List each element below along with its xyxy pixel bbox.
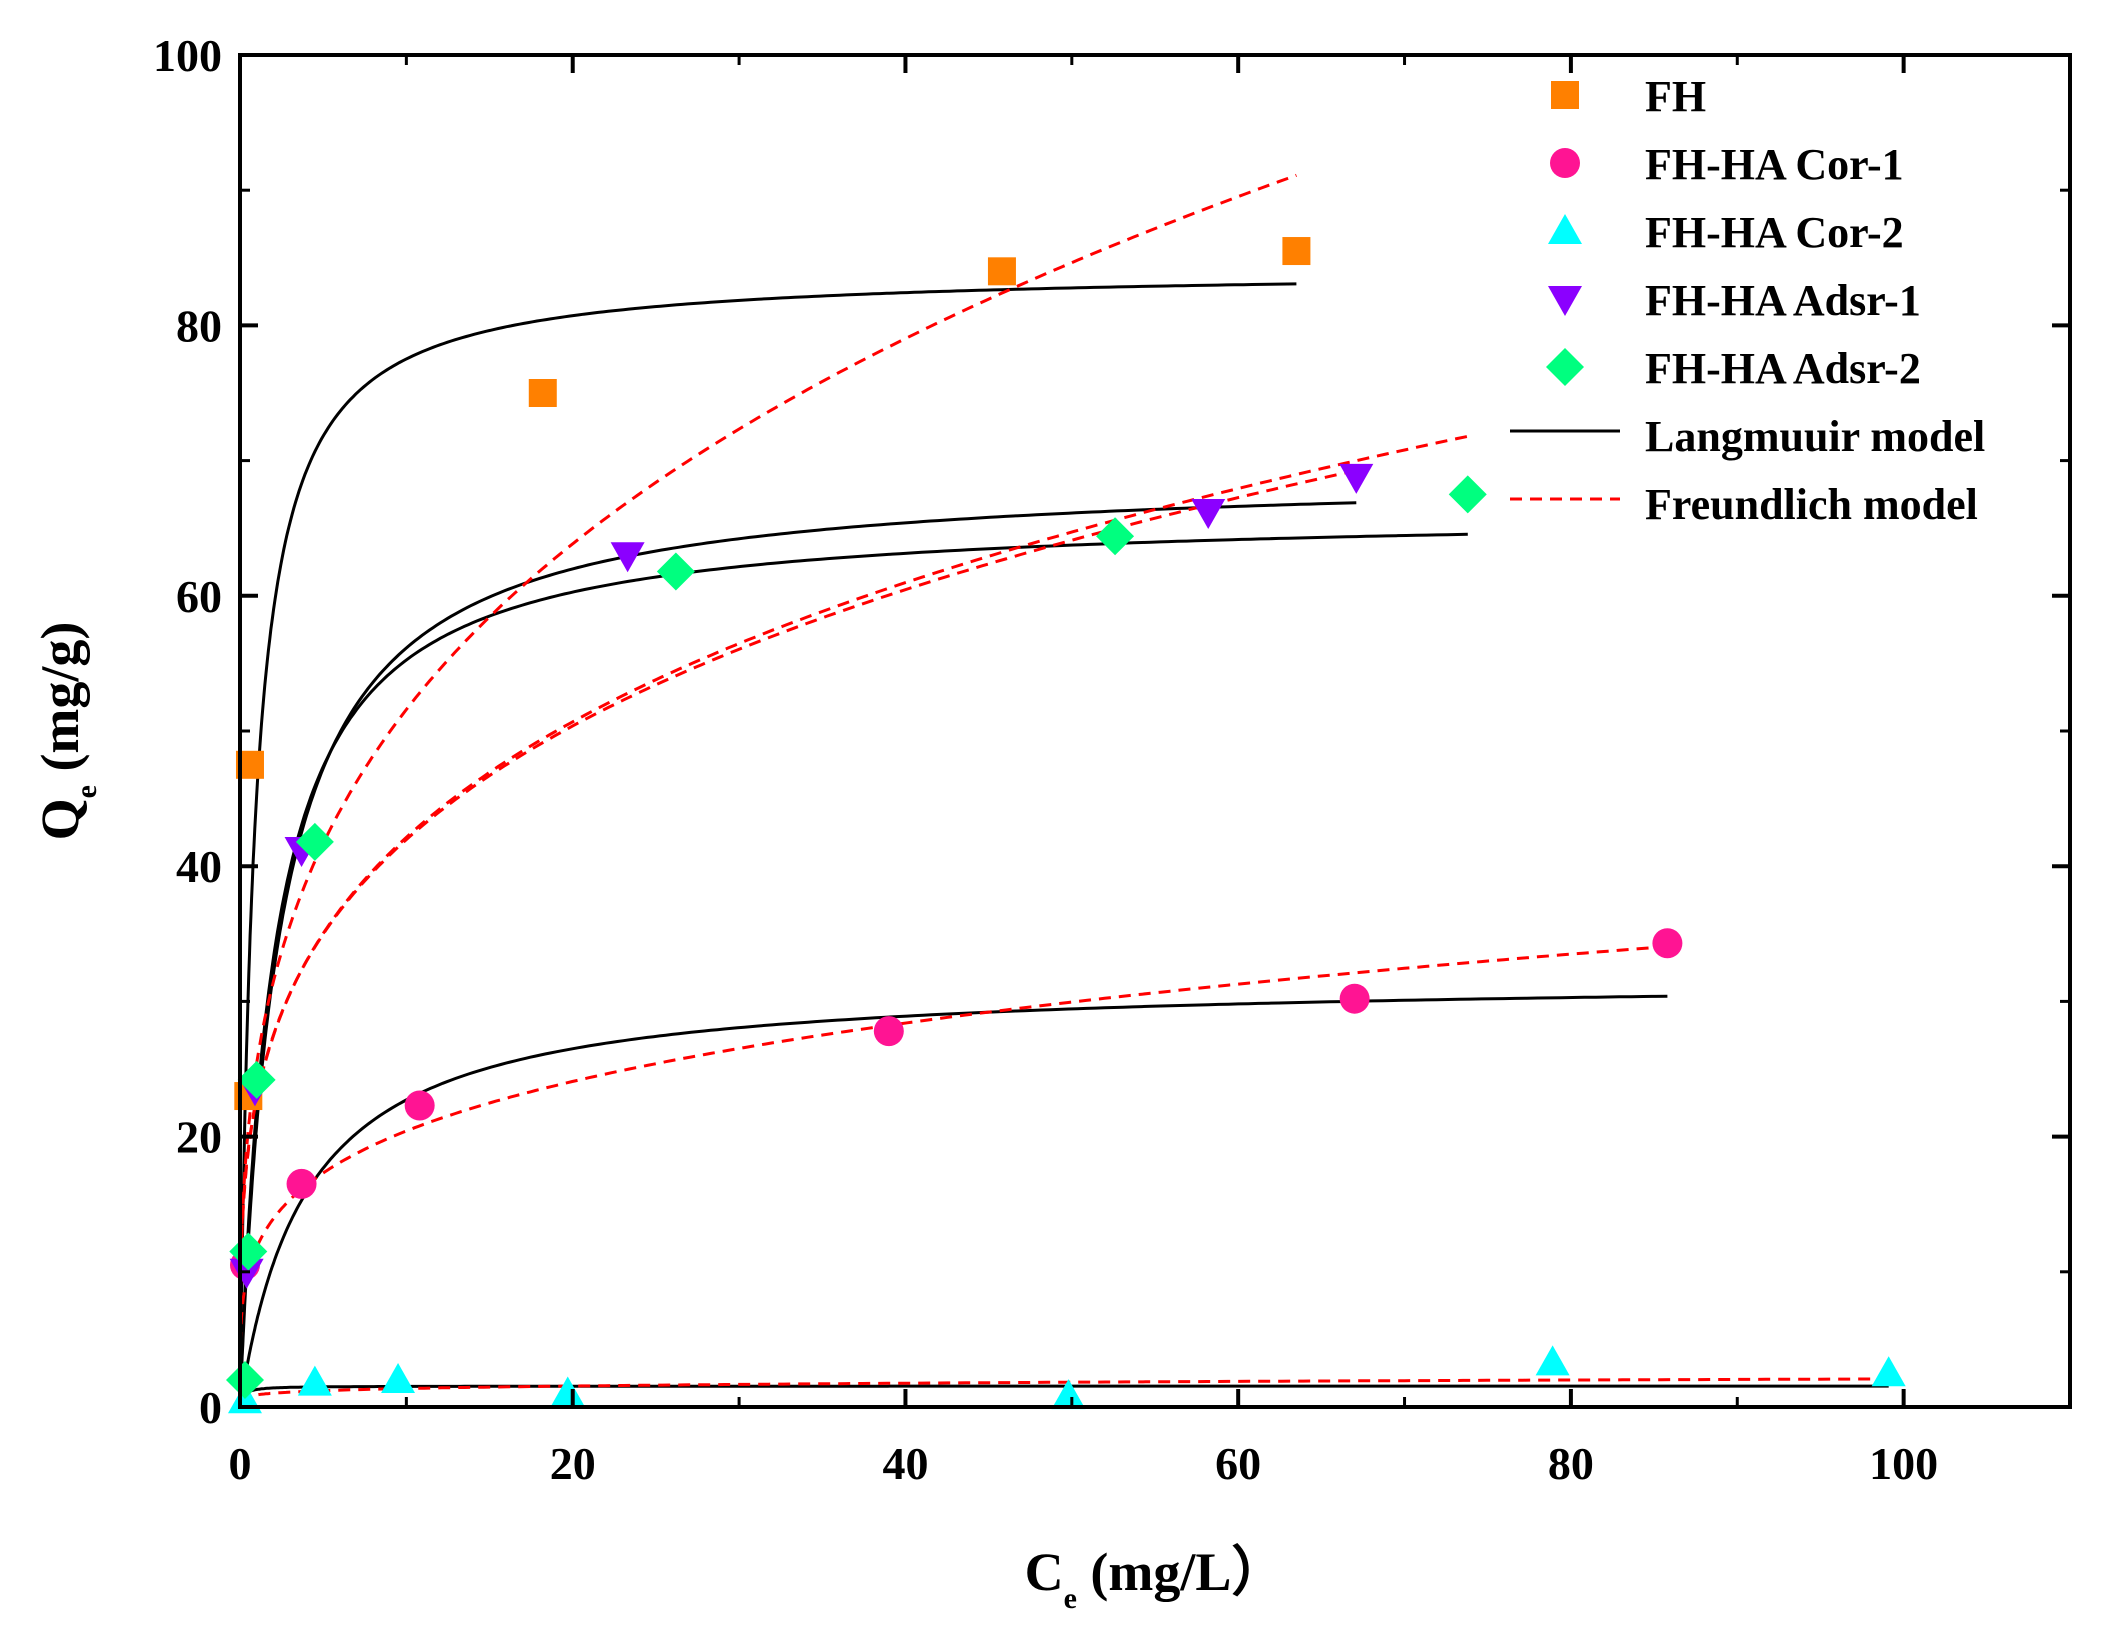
- freundlich-model-curve-1: [238, 173, 1297, 1304]
- fh-ha-cor-1-point: [873, 1016, 904, 1047]
- legend: FH FH-HA Cor-1 FH-HA Cor-2 FH-HA Adsr-1 FH-H…: [1510, 72, 1985, 529]
- x-tick-label: 0: [229, 1438, 252, 1489]
- fh-point: [528, 379, 557, 407]
- y-tick-label: 60: [176, 571, 222, 622]
- axis-ticks: 0 20 40 60 80 100 0 20 40 60 80 100: [153, 30, 2070, 1489]
- legend-fh-ha-adsr-2-marker: [1546, 348, 1584, 386]
- fh-ha-cor-1-point: [286, 1168, 317, 1199]
- x-tick-label: 20: [550, 1438, 596, 1489]
- legend-fh-ha-cor-2-label: FH-HA Cor-2: [1645, 208, 1904, 257]
- fh-ha-cor-2-point: [297, 1365, 332, 1396]
- legend-freundlich-model-label: Freundlich model: [1645, 480, 1978, 529]
- freundlich-model-curve-2: [238, 945, 1668, 1345]
- fh-ha-adsr-1-point: [610, 542, 645, 573]
- fh-ha-cor-1-point: [1652, 928, 1683, 959]
- langmuuir-model-curve-4: [238, 501, 1357, 1400]
- legend-fh-ha-adsr-1-marker: [1548, 286, 1582, 316]
- y-tick-label: 0: [199, 1382, 222, 1433]
- langmuuir-model-curve-1: [238, 282, 1297, 1382]
- fh-ha-cor-2-point: [1535, 1345, 1570, 1376]
- legend-fh-ha-cor-2-marker: [1548, 214, 1582, 244]
- fh-ha-cor-2-point: [550, 1376, 585, 1407]
- fh-ha-cor-1-point: [1339, 983, 1370, 1014]
- y-axis-title-main: Q: [30, 798, 90, 840]
- y-axis-title-unit: (mg/g): [30, 622, 90, 785]
- x-axis-title-unit: (mg/L）: [1077, 1542, 1286, 1602]
- fh-ha-adsr-2-point: [225, 1360, 264, 1399]
- freundlich-model-curve-4: [238, 469, 1357, 1297]
- y-tick-label: 100: [153, 30, 222, 81]
- fh-ha-cor-2-point: [1051, 1379, 1086, 1410]
- legend-fh-label: FH: [1645, 72, 1706, 121]
- y-tick-label: 80: [176, 300, 222, 351]
- langmuuir-model-curve-2: [238, 994, 1668, 1406]
- fh-ha-cor-2-point: [1871, 1356, 1906, 1387]
- x-tick-label: 100: [1869, 1438, 1938, 1489]
- legend-fh-marker: [1551, 81, 1579, 109]
- x-tick-label: 40: [882, 1438, 928, 1489]
- fh-ha-cor-1-point: [404, 1090, 435, 1121]
- x-axis-title-main: C: [1025, 1542, 1064, 1602]
- y-axis-title: Qe (mg/g): [30, 622, 103, 841]
- freundlich-model-curve-5: [238, 434, 1469, 1299]
- legend-langmuuir-model-label: Langmuuir model: [1645, 412, 1985, 461]
- x-tick-label: 80: [1548, 1438, 1594, 1489]
- fh-ha-adsr-2-point: [295, 822, 334, 861]
- fh-ha-adsr-1-point: [1191, 498, 1226, 529]
- plot-frame: [238, 53, 2072, 1409]
- legend-fh-ha-adsr-2-label: FH-HA Adsr-2: [1645, 344, 1921, 393]
- fh-ha-adsr-2-point: [237, 1060, 276, 1099]
- data-points: [225, 237, 1906, 1414]
- fh-ha-adsr-1-point: [1339, 463, 1374, 494]
- fit-curves: [238, 173, 1889, 1406]
- y-tick-label: 20: [176, 1112, 222, 1163]
- legend-fh-ha-cor-1-marker: [1550, 148, 1580, 178]
- legend-fh-ha-adsr-1-label: FH-HA Adsr-1: [1645, 276, 1921, 325]
- fh-ha-adsr-2-point: [1096, 517, 1135, 556]
- y-axis-title-sub: e: [70, 785, 103, 798]
- freundlich-model-curve-3: [238, 1377, 1889, 1403]
- fh-point: [1282, 237, 1311, 266]
- x-axis-title: Ce (mg/L）: [1025, 1542, 1286, 1615]
- x-axis-title-sub: e: [1064, 1582, 1077, 1615]
- fh-ha-adsr-2-point: [1448, 475, 1487, 514]
- legend-fh-ha-cor-1-label: FH-HA Cor-1: [1645, 140, 1904, 189]
- x-tick-label: 60: [1215, 1438, 1261, 1489]
- langmuuir-model-curve-5: [238, 532, 1468, 1399]
- fh-ha-cor-2-point: [381, 1362, 416, 1393]
- fh-point: [987, 257, 1016, 286]
- fh-ha-adsr-2-point: [656, 552, 695, 591]
- y-tick-label: 40: [176, 841, 222, 892]
